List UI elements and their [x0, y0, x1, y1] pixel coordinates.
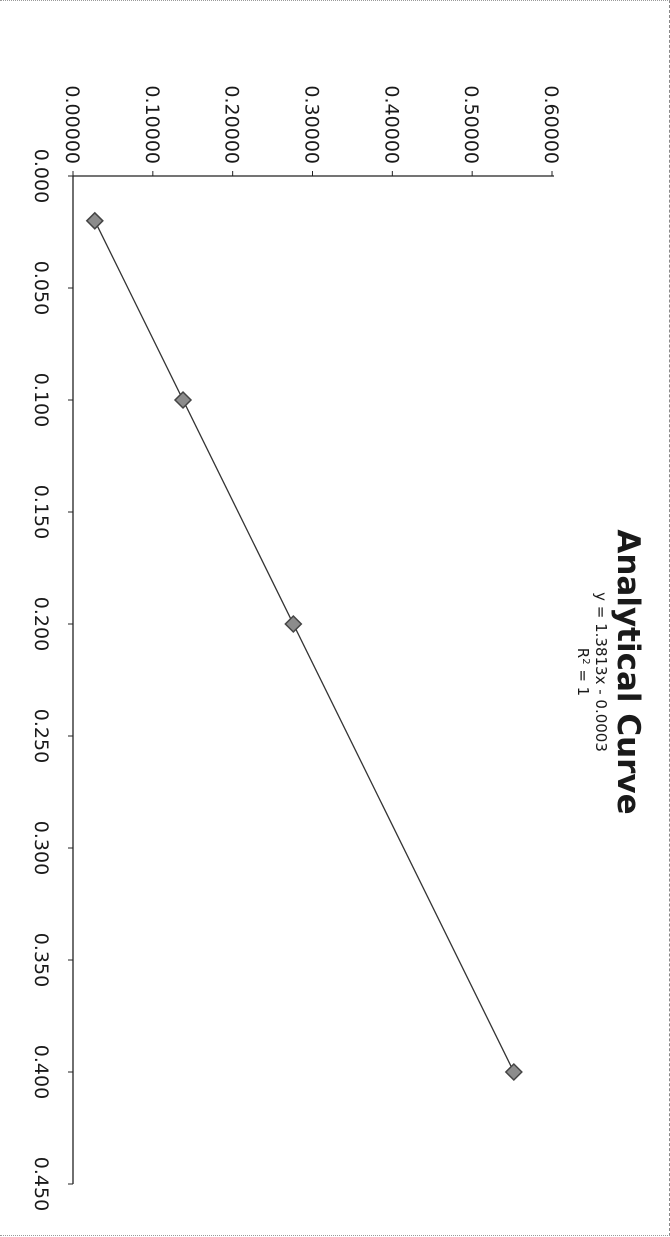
y-tick-label: 0.30000 [301, 85, 323, 164]
data-point-marker [173, 390, 193, 410]
trendline [94, 220, 515, 1073]
x-tick-label: 0.350 [30, 933, 52, 987]
x-tick-label: 0.450 [30, 1157, 52, 1211]
r-squared-prefix: R [574, 648, 592, 658]
chart-title: Analytical Curve [610, 529, 646, 814]
rotated-plot-group: 0.000 0.050 0.100 0.150 0.200 0.250 0.300 0.350… [30, 85, 646, 1211]
y-tick-label: 0.50000 [460, 85, 482, 164]
y-tick-label: 0.40000 [380, 85, 402, 164]
r-squared-value: = 1 [574, 665, 592, 697]
data-point-marker [85, 211, 104, 230]
x-tick-label: 0.300 [30, 821, 52, 875]
r-squared-label: R2 = 1 [574, 648, 592, 696]
data-points-group [85, 211, 523, 1082]
trendline-group [94, 220, 515, 1073]
y-tick-label: 0.20000 [221, 85, 243, 164]
trendline-equation: y = 1.3813x - 0.0003 [592, 592, 610, 752]
data-point-marker [284, 614, 303, 634]
r-squared-superscript: 2 [581, 658, 592, 664]
x-tick-label: 0.000 [30, 149, 52, 203]
x-tick-label: 0.200 [30, 597, 52, 651]
x-axis-ticks: 0.000 0.050 0.100 0.150 0.200 0.250 0.300 0.350… [30, 149, 73, 1211]
y-tick-label: 0.60000 [540, 85, 562, 164]
x-tick-label: 0.250 [30, 709, 52, 763]
y-tick-label: 0.00000 [61, 85, 83, 164]
x-tick-label: 0.400 [30, 1045, 52, 1099]
x-tick-label: 0.050 [30, 261, 52, 315]
y-axis-ticks: 0.00000 0.10000 0.20000 0.30000 0.40000 0.500… [61, 85, 562, 176]
x-tick-label: 0.150 [30, 485, 52, 539]
x-tick-label: 0.100 [30, 373, 52, 427]
data-point-marker [504, 1062, 523, 1082]
y-tick-label: 0.10000 [141, 85, 163, 164]
